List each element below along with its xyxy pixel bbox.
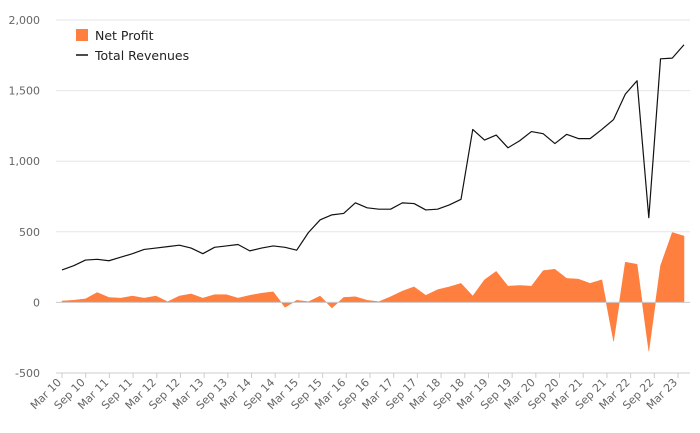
gridlines [56,19,690,374]
legend-swatch-net-profit [76,29,88,41]
y-tick-label: -500 [15,367,40,380]
y-tick-label: 500 [19,226,40,239]
y-axis: -500 0 500 1,000 1,500 2,000 [9,14,41,380]
y-tick-label: 2,000 [9,14,41,27]
y-tick-label: 1,500 [9,85,41,98]
legend-label-total-revenues: Total Revenues [94,48,189,63]
y-tick-label: 0 [33,296,40,309]
net-profit-area [61,232,685,352]
legend-label-net-profit: Net Profit [95,28,154,43]
total-revenues-line-group [61,44,685,271]
net-profit-area-group [56,232,690,352]
total-revenues-line [61,44,685,271]
legend: Net Profit Total Revenues [76,28,189,63]
y-tick-label: 1,000 [9,155,41,168]
